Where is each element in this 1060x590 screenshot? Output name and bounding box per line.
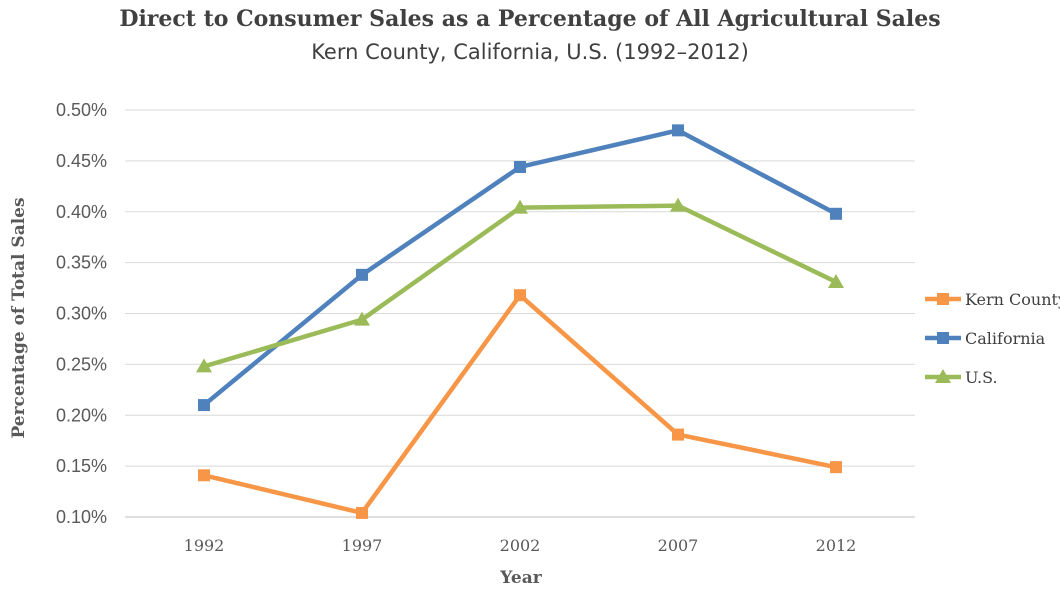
legend-marker	[937, 293, 949, 305]
data-point	[198, 469, 210, 482]
y-tick-label: 0.30%	[56, 304, 107, 324]
series-kern-county	[198, 289, 842, 519]
data-point	[670, 197, 686, 212]
x-tick-label: 2002	[500, 536, 541, 555]
legend-label: Kern County	[965, 290, 1060, 309]
legend-marker	[937, 332, 949, 344]
data-point	[672, 124, 684, 137]
data-point	[512, 199, 528, 214]
legend-item: U.S.	[925, 368, 998, 387]
data-point	[198, 399, 210, 412]
y-tick-label: 0.10%	[56, 507, 107, 527]
data-point	[672, 428, 684, 441]
x-tick-label: 1997	[342, 536, 383, 555]
x-axis-ticks: 1992 1997 2002 2007 2012	[184, 536, 857, 555]
y-tick-label: 0.50%	[56, 100, 107, 120]
legend: Kern County California U.S.	[925, 290, 1060, 387]
x-tick-label: 2012	[816, 536, 857, 555]
x-tick-label: 2007	[658, 536, 699, 555]
data-point	[514, 289, 526, 302]
series-line-u-s	[203, 203, 837, 369]
data-point	[828, 273, 844, 288]
y-axis-label: Percentage of Total Sales	[9, 197, 29, 438]
data-point	[196, 358, 212, 373]
y-axis-ticks: 0.10% 0.15% 0.20% 0.25% 0.30% 0.35% 0.40% 0.45%…	[56, 100, 107, 527]
x-axis-label: Year	[499, 568, 542, 588]
y-tick-label: 0.20%	[56, 405, 107, 425]
data-point	[514, 160, 526, 173]
legend-item: Kern County	[925, 290, 1060, 309]
y-tick-label: 0.40%	[56, 202, 107, 222]
series-california	[198, 124, 842, 412]
series-u-s	[196, 197, 844, 373]
y-tick-label: 0.35%	[56, 253, 107, 273]
y-tick-label: 0.25%	[56, 354, 107, 374]
y-tick-label: 0.15%	[56, 456, 107, 476]
legend-marker	[935, 369, 951, 383]
legend-label: U.S.	[965, 368, 998, 387]
series-lines	[196, 124, 844, 519]
chart-subtitle: Kern County, California, U.S. (1992–2012…	[311, 40, 749, 64]
data-point	[354, 311, 370, 326]
x-tick-label: 1992	[184, 536, 225, 555]
legend-item: California	[925, 329, 1046, 348]
legend-label: California	[965, 329, 1046, 348]
data-point	[830, 461, 842, 474]
data-point	[356, 268, 368, 281]
data-point	[830, 207, 842, 220]
y-tick-label: 0.45%	[56, 151, 107, 171]
data-point	[356, 506, 368, 519]
chart-title: Direct to Consumer Sales as a Percentage…	[119, 6, 941, 32]
